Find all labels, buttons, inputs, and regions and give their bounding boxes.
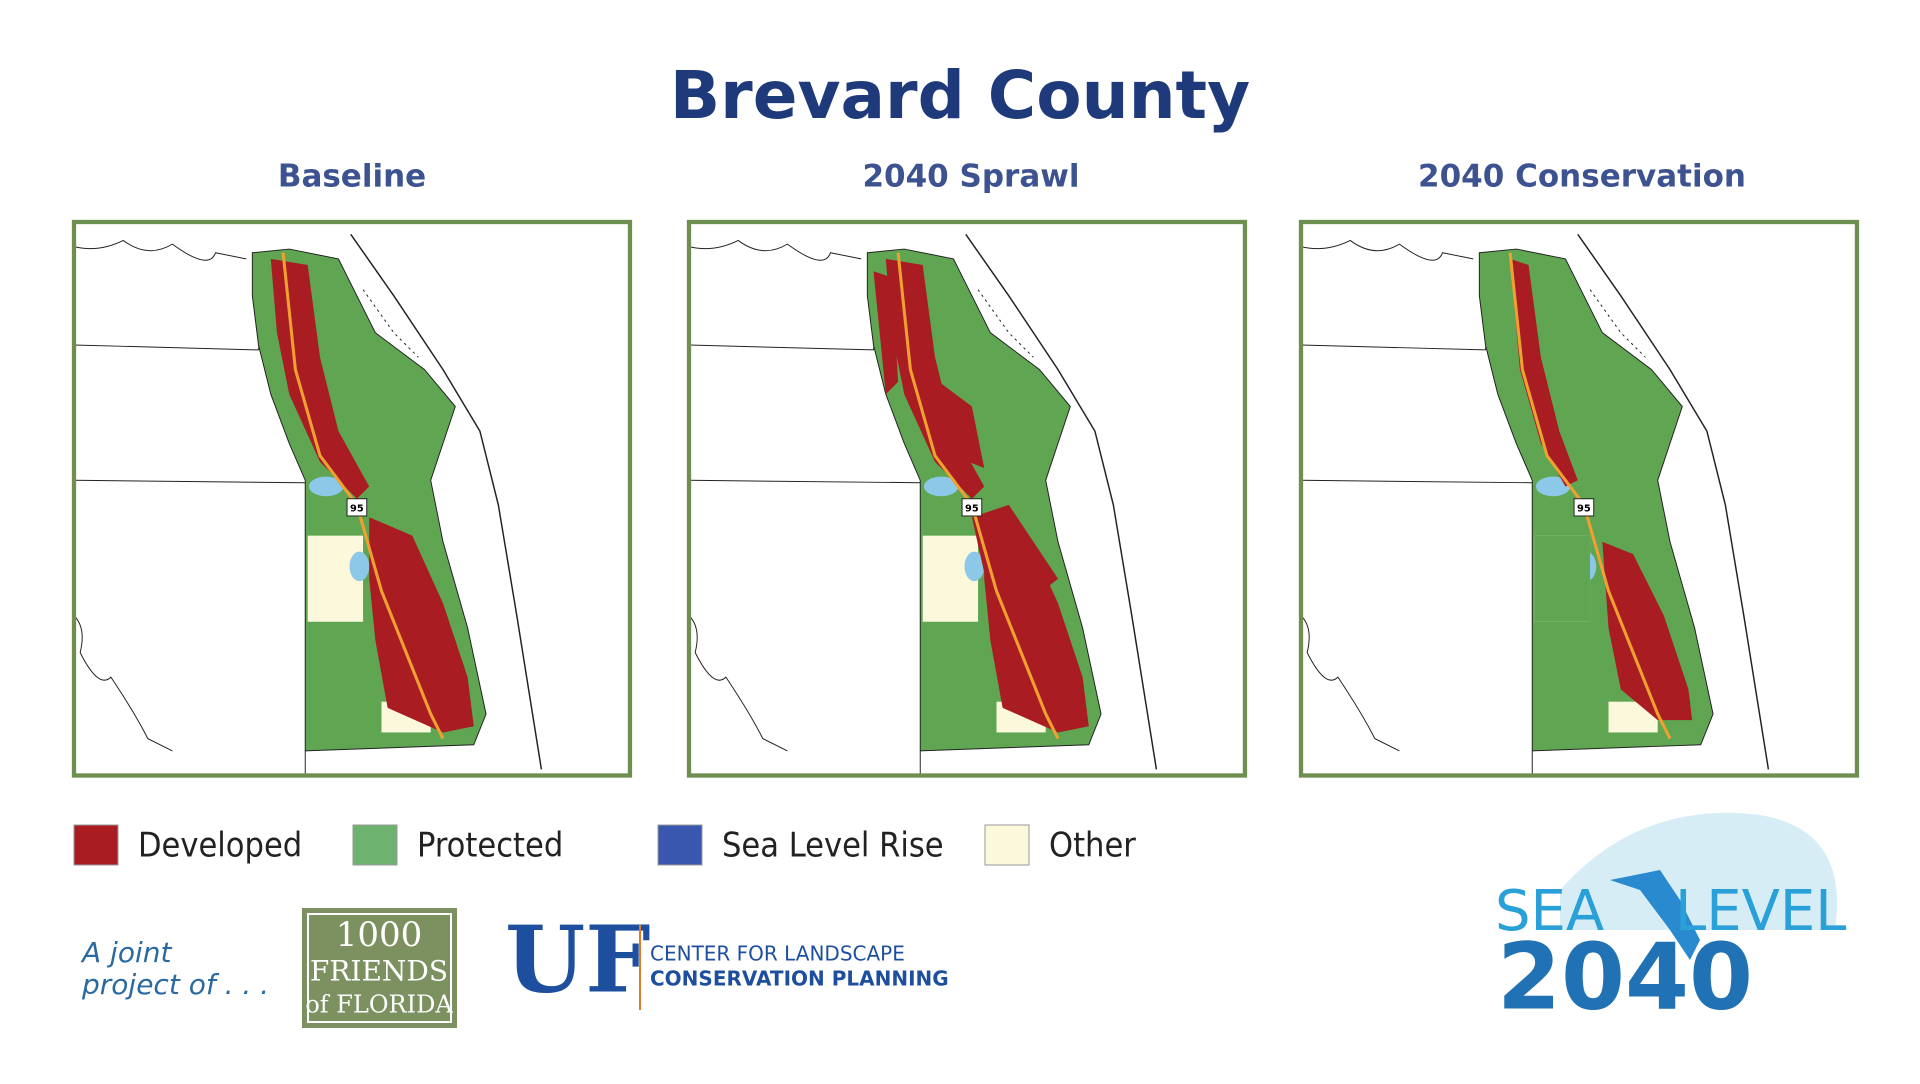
sea-level-year: 2040 bbox=[1497, 923, 1753, 1030]
uf-text: CENTER FOR LANDSCAPE bbox=[650, 942, 905, 966]
uf-mark: UF bbox=[505, 906, 651, 1014]
joint-project: A joint project of . . . bbox=[80, 936, 269, 1001]
friends-text: FRIENDS bbox=[310, 955, 448, 988]
legend-label: Other bbox=[1049, 826, 1136, 866]
sea-level-logo: SEA LEVEL 2040 bbox=[1495, 812, 1846, 1030]
joint-text: A joint bbox=[80, 936, 172, 969]
panel: Baseline 95 bbox=[71, 159, 633, 778]
title: Brevard County bbox=[670, 57, 1250, 134]
panel-title: Baseline bbox=[278, 159, 426, 195]
friends-text: of FLORIDA bbox=[305, 991, 453, 1019]
sea-level-word: SEA bbox=[1495, 879, 1604, 944]
panel: 2040 Sprawl 95 bbox=[686, 159, 1248, 778]
panel-title: 2040 Sprawl bbox=[862, 159, 1079, 195]
legend-label: Developed bbox=[138, 826, 302, 866]
legend: Developed Protected Sea Level Rise Other bbox=[73, 824, 1136, 866]
friends-text: 1000 bbox=[336, 915, 423, 955]
legend-swatch bbox=[352, 824, 398, 866]
uf-logo: UF CENTER FOR LANDSCAPE CONSERVATION PLA… bbox=[505, 906, 949, 1014]
friends-logo: 1000 FRIENDS of FLORIDA bbox=[302, 908, 457, 1028]
legend-label: Protected bbox=[417, 826, 563, 866]
legend-swatch bbox=[657, 824, 703, 866]
legend-swatch bbox=[73, 824, 119, 866]
highway-shield: 95 bbox=[350, 504, 364, 515]
map: 95 bbox=[71, 219, 633, 778]
panel-title: 2040 Conservation bbox=[1418, 159, 1746, 195]
legend-swatch bbox=[984, 824, 1030, 866]
highway-shield: 95 bbox=[965, 504, 979, 515]
legend-label: Sea Level Rise bbox=[722, 826, 944, 866]
joint-text: project of . . . bbox=[81, 968, 269, 1001]
sea-level-word: LEVEL bbox=[1675, 879, 1846, 944]
uf-text: CONSERVATION PLANNING bbox=[650, 967, 949, 991]
highway-shield: 95 bbox=[1577, 504, 1591, 515]
panel: 2040 Conservation 95 bbox=[1298, 159, 1860, 778]
map: 95 bbox=[1298, 219, 1860, 778]
map: 95 bbox=[686, 219, 1248, 778]
